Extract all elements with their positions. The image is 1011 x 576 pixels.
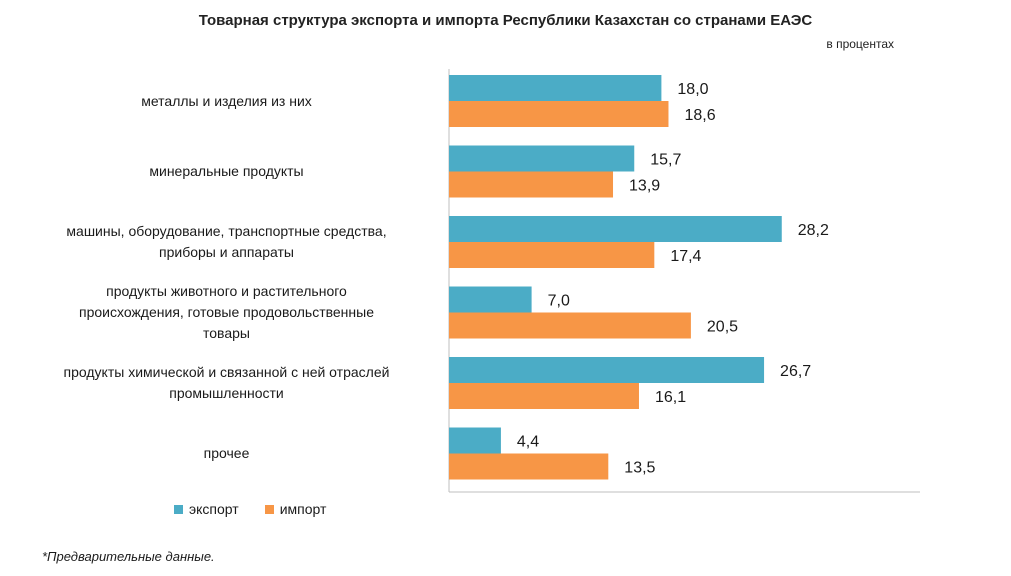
bar-import: [449, 312, 691, 339]
data-label-export: 15,7: [650, 152, 681, 169]
category-label-line: продукты животного и растительного: [106, 283, 347, 299]
data-label-import: 13,5: [624, 460, 655, 477]
data-label-export: 4,4: [517, 434, 539, 451]
category-label-line: прочее: [203, 445, 250, 461]
data-label-export: 26,7: [780, 363, 811, 380]
data-label-import: 18,6: [684, 107, 715, 124]
data-label-import: 13,9: [629, 178, 660, 195]
category-label-line: происхождения, готовые продовольственные: [79, 304, 374, 320]
bar-export: [449, 357, 765, 383]
category-label-line: приборы и аппараты: [159, 244, 294, 260]
category-label: продукты химической и связанной с ней от…: [20, 362, 433, 404]
category-label: минеральные продукты: [20, 161, 433, 182]
bar-export: [449, 286, 532, 313]
bar-import: [449, 383, 639, 409]
chart-subtitle: в процентах: [826, 37, 894, 51]
category-label-line: товары: [203, 325, 250, 341]
data-label-export: 7,0: [548, 293, 570, 310]
category-label: металлы и изделия из них: [20, 91, 433, 112]
category-label-line: минеральные продукты: [149, 163, 304, 179]
bar-import: [449, 453, 609, 480]
bar-export: [449, 427, 501, 454]
category-label-line: машины, оборудование, транспортные средс…: [66, 223, 387, 239]
legend: экспорт импорт: [174, 501, 352, 517]
category-label: продукты животного и растительного происх…: [20, 281, 433, 344]
legend-swatch-import: [264, 504, 274, 514]
category-label-line: продукты химической и связанной с ней от…: [63, 364, 390, 380]
footnote: *Предварительные данные.: [42, 549, 215, 564]
legend-label-export: экспорт: [189, 501, 239, 517]
data-label-import: 17,4: [670, 248, 701, 265]
data-label-import: 16,1: [655, 389, 686, 406]
category-label-line: металлы и изделия из них: [141, 92, 312, 109]
bar-export: [449, 216, 782, 242]
bar-import: [449, 171, 614, 198]
legend-item-import: импорт: [264, 501, 327, 517]
chart-title: Товарная структура экспорта и импорта Ре…: [198, 12, 813, 29]
data-label-import: 20,5: [707, 319, 738, 336]
bar-import: [449, 101, 669, 127]
bar-import: [449, 242, 655, 268]
bar-export: [449, 75, 662, 101]
legend-label-import: импорт: [279, 501, 327, 517]
legend-item-export: экспорт: [174, 501, 239, 517]
category-label: машины, оборудование, транспортные средс…: [20, 221, 433, 263]
legend-swatch-export: [174, 504, 183, 514]
category-label: прочее: [20, 443, 433, 464]
category-label-line: промышленности: [169, 385, 284, 401]
bar-export: [449, 145, 635, 172]
data-label-export: 28,2: [798, 222, 829, 239]
data-label-export: 18,0: [677, 81, 708, 98]
